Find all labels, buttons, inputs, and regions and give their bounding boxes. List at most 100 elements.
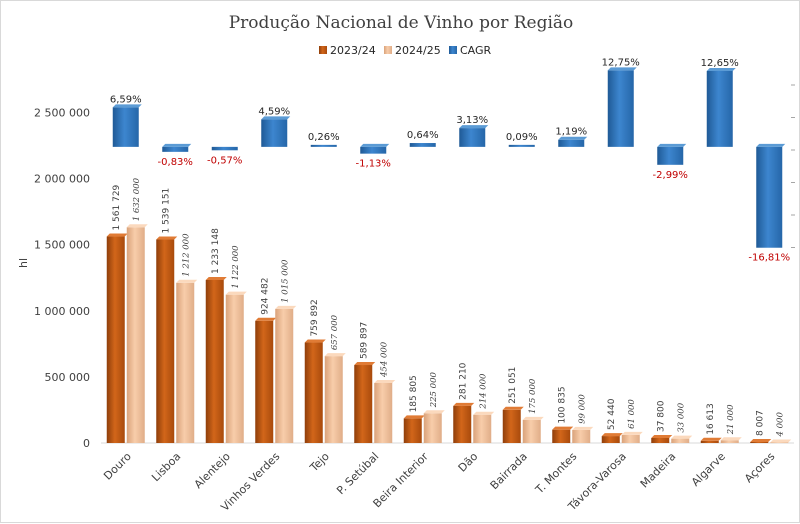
bar-cagr <box>756 146 783 248</box>
plot-area: 1 561 729 1 632 000 6,59% Douro 1 539 151 1 2… <box>101 57 792 514</box>
category-group: 759 892 657 000 0,26% Tejo <box>304 132 346 475</box>
data-label-cagr: -0,83% <box>158 157 193 168</box>
bar-cagr-top <box>261 116 291 120</box>
data-label-2024-25: 21 000 <box>726 404 736 435</box>
bar-2024-25-top <box>423 410 445 414</box>
data-label-cagr: 0,64% <box>407 130 439 141</box>
bar-cagr <box>409 143 436 147</box>
bar-2024-25-top <box>720 437 742 441</box>
bar-2023-24-top <box>106 233 128 237</box>
bar-cagr <box>211 146 238 151</box>
bar-2023-24-top <box>403 415 425 419</box>
legend-label: 2024/25 <box>395 44 441 57</box>
data-label-2024-25: 99 000 <box>577 394 587 424</box>
bar-2024-25-top <box>572 426 594 430</box>
bar-2024-25-top <box>176 279 198 283</box>
data-label-2023-24: 37 800 <box>656 400 666 432</box>
y-tick-label: 1 500 000 <box>34 239 90 252</box>
bar-2023-24 <box>700 440 719 443</box>
bar-cagr <box>310 144 337 147</box>
data-label-cagr: 4,59% <box>258 106 290 117</box>
bar-cagr-top <box>706 67 736 71</box>
bar-2024-25 <box>225 294 244 443</box>
bar-2023-24-top <box>354 362 376 366</box>
bar-cagr <box>112 107 139 147</box>
bar-cagr <box>508 144 535 147</box>
data-label-2023-24: 924 482 <box>260 278 270 315</box>
bar-2024-25-top <box>126 224 148 228</box>
data-label-cagr: 12,75% <box>602 57 640 68</box>
x-tick-label: Tejo <box>307 450 332 475</box>
bar-2023-24-top <box>255 317 277 321</box>
data-label-2023-24: 1 233 148 <box>211 228 221 274</box>
data-label-cagr: 0,26% <box>308 132 340 143</box>
x-tick-label: Dão <box>456 450 481 475</box>
bar-2023-24-top <box>552 426 574 430</box>
bar-cagr-top <box>558 136 588 140</box>
bar-2024-25-top <box>473 411 495 415</box>
bar-2023-24-top <box>601 433 623 437</box>
bar-2024-25 <box>473 414 492 443</box>
data-label-2024-25: 657 000 <box>330 314 340 350</box>
data-label-2023-24: 52 440 <box>607 398 617 430</box>
bar-cagr-top <box>162 143 192 147</box>
bar-cagr-top <box>459 125 489 129</box>
x-tick-label: T. Montes <box>532 450 579 497</box>
x-tick-label: Alentejo <box>192 450 233 491</box>
bar-2024-25 <box>324 356 343 443</box>
bar-2024-25 <box>572 429 591 443</box>
data-label-cagr: 6,59% <box>110 94 142 105</box>
bar-2024-25-top <box>522 416 544 420</box>
bar-cagr-top <box>756 143 786 147</box>
y-tick-label: 1 000 000 <box>34 305 90 318</box>
x-tick-label: Lisboa <box>149 450 183 484</box>
bar-2023-24 <box>552 429 571 443</box>
data-label-2024-25: 175 000 <box>528 378 538 414</box>
bar-2023-24 <box>205 279 224 443</box>
bar-2023-24 <box>453 405 472 443</box>
data-label-2023-24: 759 892 <box>310 299 320 336</box>
data-label-2024-25: 1 632 000 <box>132 177 142 221</box>
bar-2023-24-top <box>453 402 475 406</box>
bar-2023-24-top <box>700 437 722 441</box>
data-label-2023-24: 16 613 <box>706 403 716 435</box>
bar-2024-25 <box>275 308 294 443</box>
bar-2023-24 <box>403 418 422 443</box>
bar-cagr <box>459 128 486 147</box>
chart-title: Produção Nacional de Vinho por Região <box>229 13 574 33</box>
bar-2023-24-top <box>156 236 178 240</box>
bar-2024-25 <box>720 440 739 443</box>
data-label-2024-25: 225 000 <box>429 372 439 409</box>
bar-2024-25-top <box>770 439 792 443</box>
bar-cagr <box>261 119 288 147</box>
bar-2024-25 <box>621 434 640 443</box>
data-label-cagr: 0,09% <box>506 132 538 143</box>
category-group: 100 835 99 000 1,19% T. Montes <box>532 127 594 497</box>
x-tick-label: Bairrada <box>488 450 530 492</box>
legend: 2023/24 2024/25 CAGR <box>319 44 492 57</box>
bar-cagr <box>162 146 189 152</box>
bar-2023-24 <box>651 438 670 443</box>
data-label-cagr: -1,13% <box>356 159 391 170</box>
category-group: 251 051 175 000 0,09% Bairrada <box>488 132 544 492</box>
bar-2023-24 <box>601 436 620 443</box>
bar-cagr <box>706 70 733 147</box>
bar-cagr-top <box>657 143 687 147</box>
legend-swatch-cagr <box>449 46 457 54</box>
bar-2023-24 <box>106 236 125 443</box>
legend-swatch-2024-25 <box>384 46 392 54</box>
data-label-cagr: 12,65% <box>701 58 739 69</box>
data-label-2023-24: 251 051 <box>508 367 518 404</box>
data-label-cagr: 1,19% <box>555 127 587 138</box>
x-tick-label: Açores <box>742 450 777 485</box>
category-group: 1 233 148 1 122 000 -0,57% Alentejo <box>192 146 247 491</box>
bar-2023-24-top <box>651 435 673 439</box>
bar-2024-25 <box>671 438 690 443</box>
bar-2023-24-top <box>750 438 772 442</box>
bar-cagr <box>607 70 634 147</box>
legend-label: CAGR <box>460 44 492 57</box>
category-group: 1 561 729 1 632 000 6,59% Douro <box>101 94 148 483</box>
bar-cagr-top <box>112 104 142 108</box>
bar-2023-24-top <box>502 406 524 410</box>
